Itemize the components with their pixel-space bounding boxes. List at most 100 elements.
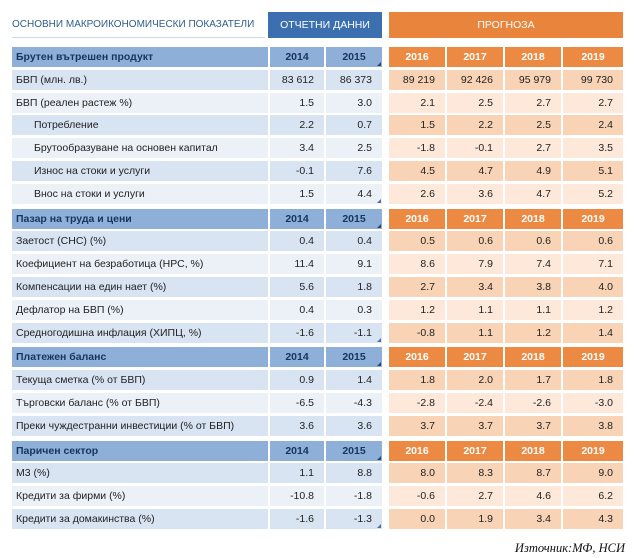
value-cell: 2.7: [447, 486, 503, 507]
value-cell: 11.4: [270, 254, 324, 275]
value-cell: 89 219: [389, 69, 445, 90]
value-cell: 5.1: [563, 161, 623, 181]
value-cell: 3.7: [389, 415, 445, 436]
table-row: БВП (реален растеж %) 1.5 3.0 2.1 2.5 2.7 2.7: [12, 92, 623, 113]
table-row: Компенсации на един нает (%) 5.6 1.8 2.7 3.4…: [12, 276, 623, 297]
row-label: Преки чуждестранни инвестиции (% от БВП): [12, 415, 268, 436]
value-cell: 3.6: [270, 415, 324, 436]
year-header: 2017: [447, 208, 503, 229]
table-row: Кредити за фирми (%) -10.8 -1.8 -0.6 2.7 4.6 6…: [12, 485, 623, 507]
year-header: 2017: [447, 347, 503, 368]
value-cell: 2.0: [447, 370, 503, 391]
row-label: БВП (млн. лв.): [12, 69, 268, 90]
value-cell: 99 730: [563, 69, 623, 90]
value-cell: 2.2: [447, 115, 503, 136]
value-cell: 4.7: [505, 183, 561, 204]
value-cell: 1.1: [505, 299, 561, 320]
value-cell: 2.7: [505, 92, 561, 113]
year-header: 2016: [389, 47, 445, 67]
value-cell: 7.6: [326, 161, 382, 181]
row-label: Брутообразуване на основен капитал: [12, 138, 268, 159]
value-cell: 4.7: [447, 161, 503, 181]
value-cell: 1.9: [447, 509, 503, 529]
value-cell: 8.3: [447, 463, 503, 484]
value-cell: 8.8: [326, 463, 382, 484]
value-cell: -0.6: [389, 486, 445, 507]
section-header-row: Платежен баланс 2014 2015 2016 2017 2018 2019: [12, 346, 623, 368]
value-cell: 0.6: [563, 231, 623, 252]
value-cell: 0.4: [326, 231, 382, 252]
year-header: 2018: [505, 440, 561, 461]
table-row: Текуща сметка (% от БВП) 0.9 1.4 1.8 2.0 1.7 1…: [12, 369, 623, 391]
value-cell: 9.1: [326, 254, 382, 275]
table-row: Заетост (СНС) (%) 0.4 0.4 0.5 0.6 0.6 0.6: [12, 230, 623, 252]
table-row: Търговски баланс (% от БВП) -6.5 -4.3 -2.8-…: [12, 392, 623, 413]
row-label: Кредити за домакинства (%): [12, 509, 268, 529]
year-header: 2016: [389, 440, 445, 461]
year-header: 2018: [505, 208, 561, 229]
row-label: М3 (%): [12, 463, 268, 484]
year-header: 2015: [326, 47, 382, 67]
table-row: Брутообразуване на основен капитал 3.4 2.5…: [12, 137, 623, 159]
section-header-row: Брутен вътрешен продукт 2014 2015 2016 2017 2…: [12, 46, 623, 67]
value-cell: -3.0: [563, 393, 623, 413]
row-label: Кредити за фирми (%): [12, 486, 268, 507]
value-cell: 83 612: [270, 69, 324, 90]
value-cell: 2.5: [326, 138, 382, 159]
year-header: 2014: [270, 440, 324, 461]
table-row: Коефициент на безработица (НРС, %) 11.4 9.…: [12, 253, 623, 275]
value-cell: 3.7: [447, 415, 503, 436]
value-cell: 0.9: [270, 370, 324, 391]
value-cell: 8.6: [389, 254, 445, 275]
row-label: Коефициент на безработица (НРС, %): [12, 254, 268, 275]
value-cell: 3.6: [447, 183, 503, 204]
row-label: Текуща сметка (% от БВП): [12, 370, 268, 391]
value-cell: -1.8: [326, 486, 382, 507]
year-header: 2018: [505, 347, 561, 368]
value-cell: -1.6: [270, 509, 324, 529]
value-cell: 1.1: [447, 322, 503, 343]
section-title: Платежен баланс: [12, 347, 268, 368]
value-cell: 1.2: [563, 299, 623, 320]
value-cell: 3.8: [563, 415, 623, 436]
value-cell: -1.1: [326, 322, 382, 343]
value-cell: -0.1: [270, 161, 324, 181]
value-cell: 2.2: [270, 115, 324, 136]
value-cell: 1.1: [270, 463, 324, 484]
value-cell: 3.4: [505, 509, 561, 529]
section-header-row: Пазар на труда и цени 2014 2015 2016 2017 201…: [12, 208, 623, 229]
value-cell: 7.4: [505, 254, 561, 275]
year-header: 2015: [326, 440, 382, 461]
table-row: Преки чуждестранни инвестиции (% от БВП)…: [12, 415, 623, 436]
value-cell: 7.1: [563, 254, 623, 275]
row-label: Потребление: [12, 115, 268, 136]
row-label: Внос на стоки и услуги: [12, 183, 268, 204]
value-cell: 0.7: [326, 115, 382, 136]
value-cell: 0.4: [270, 231, 324, 252]
value-cell: 1.8: [326, 277, 382, 297]
table-row: БВП (млн. лв.) 83 612 86 373 89 219 92 426 95…: [12, 69, 623, 90]
year-header: 2017: [447, 47, 503, 67]
year-header: 2019: [563, 208, 623, 229]
value-cell: 1.4: [326, 370, 382, 391]
value-cell: 8.7: [505, 463, 561, 484]
value-cell: 86 373: [326, 69, 382, 90]
year-header: 2014: [270, 347, 324, 368]
value-cell: -10.8: [270, 486, 324, 507]
value-cell: 1.8: [389, 370, 445, 391]
value-cell: 4.9: [505, 161, 561, 181]
value-cell: 2.6: [389, 183, 445, 204]
value-cell: 1.2: [505, 322, 561, 343]
row-label: Дефлатор на БВП (%): [12, 299, 268, 320]
year-header: 2017: [447, 440, 503, 461]
value-cell: 7.9: [447, 254, 503, 275]
value-cell: 2.5: [447, 92, 503, 113]
value-cell: 4.3: [563, 509, 623, 529]
value-cell: 4.5: [389, 161, 445, 181]
value-cell: 2.1: [389, 92, 445, 113]
value-cell: 1.2: [389, 299, 445, 320]
year-header: 2016: [389, 208, 445, 229]
value-cell: 3.8: [505, 277, 561, 297]
value-cell: 5.6: [270, 277, 324, 297]
value-cell: 1.8: [563, 370, 623, 391]
